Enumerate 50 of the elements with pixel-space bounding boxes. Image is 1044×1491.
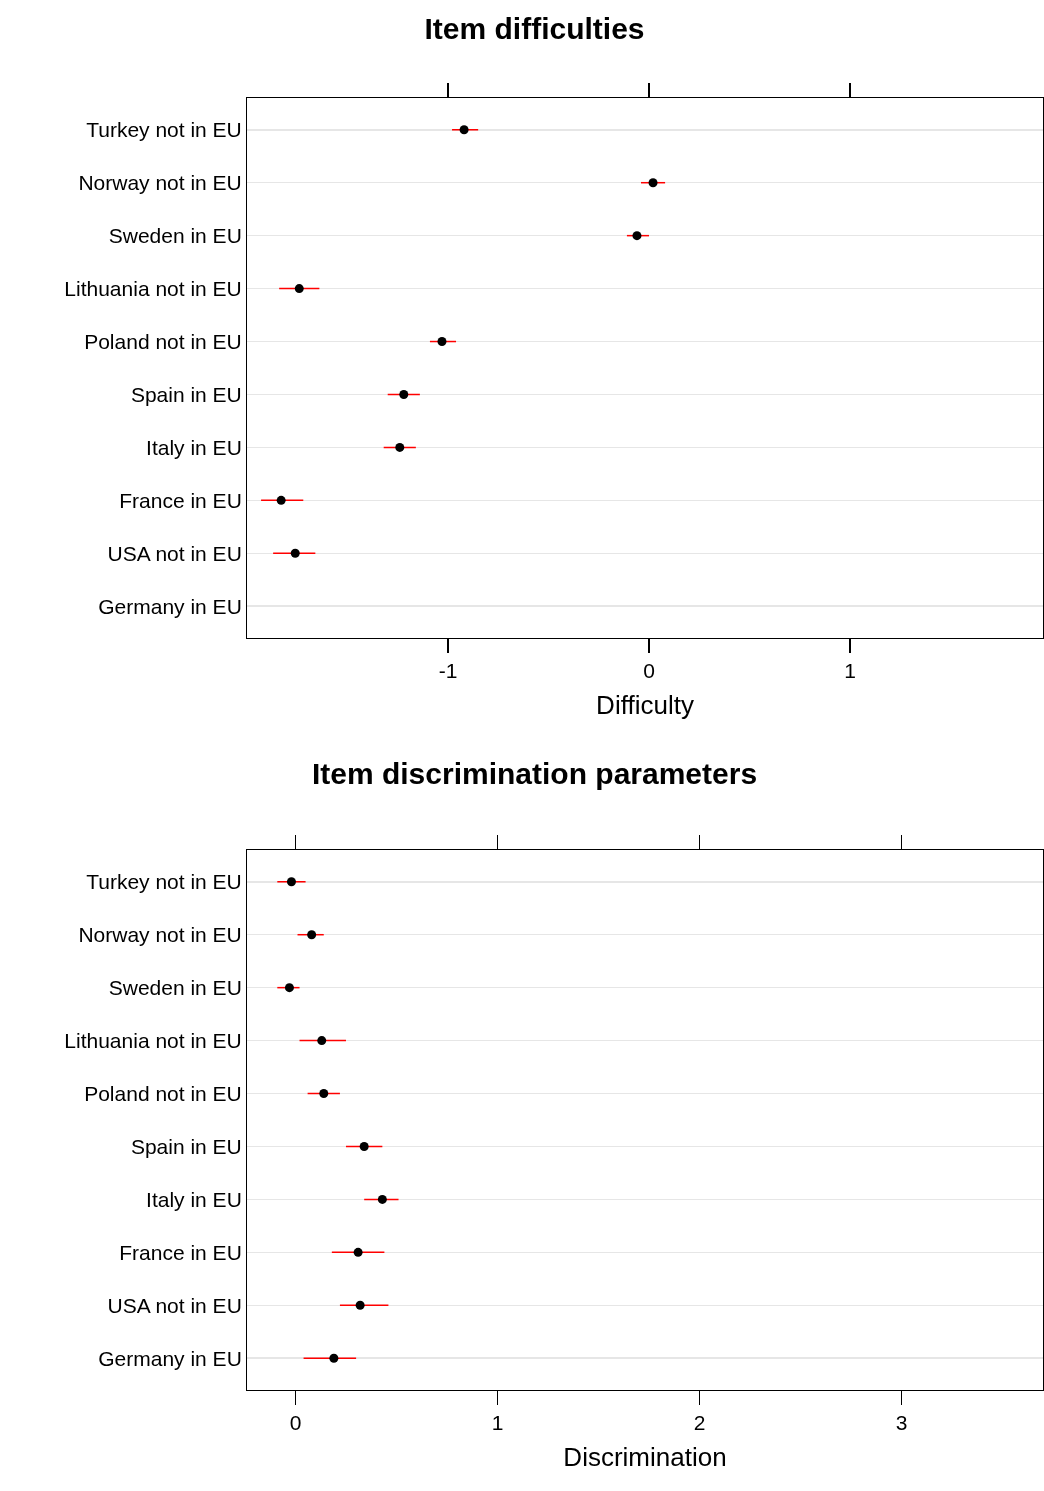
point [459, 125, 469, 135]
point [317, 1036, 327, 1046]
category-label: Lithuania not in EU [64, 1028, 242, 1052]
point [307, 930, 317, 940]
category-label: Norway not in EU [78, 923, 242, 947]
category-label: USA not in EU [107, 541, 242, 565]
category-label: Turkey not in EU [86, 870, 242, 894]
x-axis-title: Discrimination [563, 1441, 727, 1472]
point [359, 1141, 369, 1151]
point [353, 1247, 363, 1257]
point [632, 231, 642, 241]
category-label: Spain in EU [130, 1134, 242, 1158]
x-tick-label: 3 [895, 1411, 908, 1435]
point [284, 983, 294, 993]
point [437, 337, 447, 347]
point [290, 548, 300, 558]
category-label: Lithuania not in EU [64, 276, 242, 300]
category-label: Germany in EU [98, 1346, 242, 1370]
category-label: France in EU [119, 488, 242, 512]
x-axis-title: Difficulty [596, 689, 694, 720]
x-tick-label: 2 [693, 1411, 706, 1435]
chart-title: Item difficulties [424, 11, 645, 45]
point [377, 1194, 387, 1204]
x-tick-label: 0 [289, 1411, 302, 1435]
category-label: France in EU [119, 1240, 242, 1264]
point [276, 495, 286, 505]
category-label: Norway not in EU [78, 171, 242, 195]
category-label: Italy in EU [146, 435, 242, 459]
category-label: Spain in EU [130, 382, 242, 406]
category-label: Poland not in EU [84, 1081, 242, 1105]
category-label: Turkey not in EU [86, 118, 242, 142]
x-tick-label: 1 [491, 1411, 504, 1435]
point [395, 442, 405, 452]
point [355, 1300, 365, 1310]
category-label: Poland not in EU [84, 329, 242, 353]
point [329, 1353, 339, 1363]
category-label: Italy in EU [146, 1187, 242, 1211]
point [286, 877, 296, 887]
x-tick-label: 0 [643, 659, 655, 683]
x-tick-label: 1 [844, 659, 856, 683]
category-label: Sweden in EU [108, 224, 242, 247]
category-label: USA not in EU [107, 1293, 242, 1317]
category-label: Germany in EU [98, 594, 242, 618]
chart-title: Item discrimination parameters [311, 756, 758, 790]
category-label: Sweden in EU [108, 976, 242, 999]
point [399, 389, 409, 399]
point [294, 284, 304, 294]
point [319, 1089, 329, 1099]
x-tick-label: -1 [438, 659, 458, 683]
point [648, 178, 658, 188]
